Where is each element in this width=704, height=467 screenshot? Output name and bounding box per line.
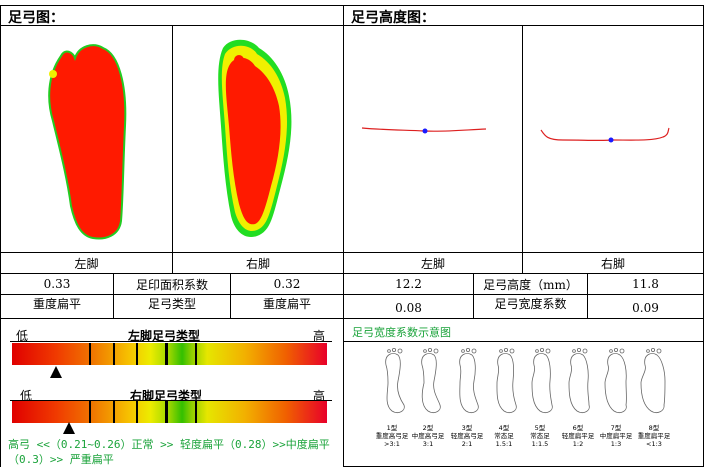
- left-foot-label-height: 左脚: [420, 256, 445, 271]
- arch-map-header: 足弓图：: [8, 10, 64, 26]
- width-type-7: 7型 中度扁平足 1:3: [599, 424, 633, 448]
- divider-left-feet: [172, 25, 173, 273]
- label-row-top: [0, 252, 704, 253]
- arch-height-map-header: 足弓高度图：: [351, 10, 435, 26]
- left-footprint-outline: [48, 44, 127, 240]
- arch-width-coefficient-label: 足弓宽度系数: [494, 296, 567, 311]
- left-arch-height-value: 12.2: [395, 277, 422, 291]
- width-type-6: 6型 轻度扁平足 1:2: [561, 424, 595, 448]
- border-middle: [343, 5, 344, 467]
- right-footprint-coefficient: 0.32: [273, 277, 301, 291]
- right-bar-tick-2: [113, 401, 115, 423]
- right-table-col2: [587, 273, 588, 318]
- border-header-bottom: [0, 25, 704, 26]
- right-bar-title: 右脚足弓类型: [130, 389, 203, 403]
- width-diagram-footprints: [385, 347, 666, 413]
- table-row-mid: [0, 294, 704, 295]
- footprint-icon-4: [496, 347, 517, 413]
- left-bar-title: 左脚足弓类型: [128, 329, 201, 343]
- width-type-1: 1型 重度高弓足 >3:1: [375, 424, 409, 448]
- right-foot-label: 右脚: [245, 256, 270, 271]
- right-arch-height-value: 11.8: [632, 277, 659, 291]
- left-foot-label: 左脚: [74, 256, 99, 271]
- width-type-5: 5型 常态足 1:1.5: [530, 424, 550, 448]
- right-footprint-red-core: [225, 57, 281, 225]
- right-bar-top-rule: [10, 400, 332, 401]
- left-bar-low-label: 低: [16, 329, 29, 343]
- width-diagram-divider: [343, 341, 704, 342]
- divider-right-curves: [522, 25, 523, 273]
- right-heel-spot: [234, 55, 244, 65]
- right-bar-marker: [62, 422, 75, 434]
- left-curve-point: [422, 128, 428, 134]
- left-bar-tick-2: [113, 343, 115, 365]
- left-bar-top-rule: [10, 341, 332, 342]
- footprint-icon-6: [568, 347, 590, 413]
- width-type-4: 4型 常态足 1.5:1: [494, 424, 514, 448]
- left-footprint-map: [48, 44, 127, 240]
- arch-legend-line-2: （0.3）>> 严重扁平: [8, 453, 114, 466]
- right-arch-height-curve: [540, 127, 670, 143]
- left-arch-height-curve: [361, 127, 487, 134]
- footprint-icon-5: [531, 347, 553, 413]
- right-bar-high-label: 高: [313, 389, 326, 403]
- footprint-icon-2: [421, 347, 441, 413]
- left-bar-high-label: 高: [313, 329, 326, 343]
- left-bar-tick-1: [89, 343, 91, 365]
- right-arch-type-value: 重度扁平: [262, 296, 311, 311]
- arch-type-label: 足弓类型: [147, 296, 196, 311]
- left-arch-width-value: 0.08: [395, 301, 422, 315]
- footprint-icon-7: [604, 347, 627, 413]
- label-row-bottom: [0, 273, 704, 274]
- footprint-icon-3: [459, 347, 479, 413]
- left-bar-tick-3: [136, 343, 138, 365]
- footprint-area-coefficient-label: 足印面积系数: [135, 277, 208, 292]
- left-footprint-coefficient: 0.33: [43, 277, 71, 291]
- width-type-2: 2型 中度高弓足 3:1: [411, 424, 445, 448]
- right-bar-tick-3: [136, 401, 138, 423]
- right-arch-width-value: 0.09: [632, 301, 659, 315]
- right-table-col1: [473, 273, 474, 318]
- width-diagram-title: 足弓宽度系数示意图: [352, 326, 451, 339]
- left-arch-type-bar: [12, 343, 327, 365]
- right-arch-type-bar: [12, 401, 327, 423]
- table-row-bottom: [0, 318, 704, 319]
- left-table-col2: [230, 273, 231, 318]
- right-bar-low-label: 低: [20, 389, 33, 403]
- left-toe-spot: [49, 70, 57, 78]
- left-bar-tick-5: [195, 343, 197, 365]
- right-curve-line: [540, 127, 670, 142]
- left-arch-type-value: 重度扁平: [32, 296, 81, 311]
- left-table-col1: [113, 273, 114, 318]
- width-type-8: 8型 重度扁平足 <1:3: [637, 424, 671, 448]
- arch-legend-line-1: 高弓 <<（0.21~0.26）正常 >> 轻度扁平（0.28）>>中度扁平: [8, 438, 330, 451]
- footprint-icon-1: [385, 347, 405, 413]
- right-curve-point: [608, 137, 614, 143]
- right-footprint-map: [218, 39, 292, 238]
- right-foot-label-height: 右脚: [600, 256, 625, 271]
- width-type-3: 3型 轻度高弓足 2:1: [450, 424, 484, 448]
- arch-height-label: 足弓高度（mm）: [483, 277, 578, 292]
- right-bar-tick-1: [89, 401, 91, 423]
- right-bar-tick-4: [165, 401, 168, 423]
- left-bar-marker: [50, 366, 63, 378]
- border-left: [0, 5, 1, 467]
- border-top: [0, 5, 704, 6]
- footprint-icon-8: [640, 347, 666, 413]
- left-bar-tick-4: [165, 343, 168, 365]
- right-bar-tick-5: [195, 401, 197, 423]
